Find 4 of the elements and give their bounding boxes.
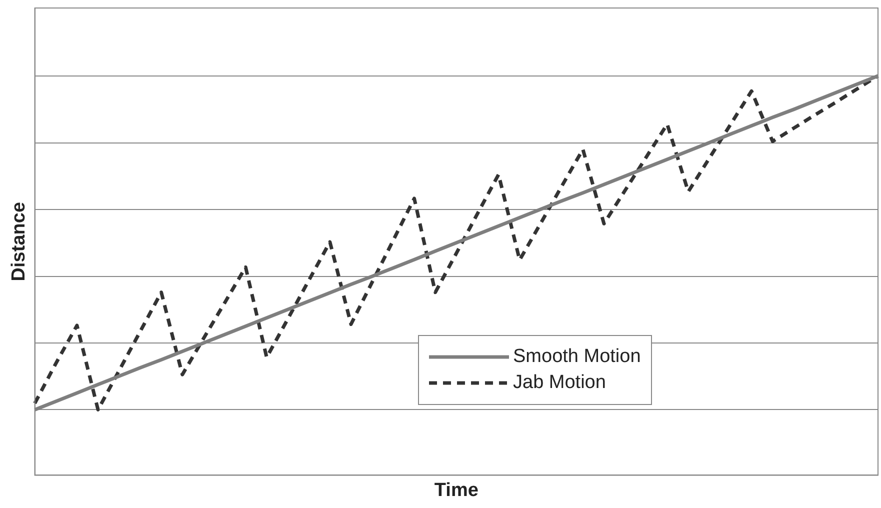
x-axis-title: Time [434,480,478,501]
y-axis-title: Distance [8,202,30,282]
legend-label: Jab Motion [513,372,606,394]
legend-label: Smooth Motion [513,346,641,368]
